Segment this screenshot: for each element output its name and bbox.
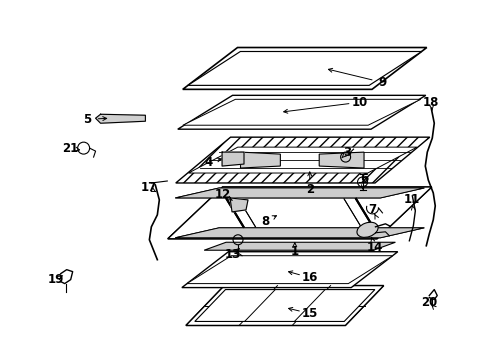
Text: 10: 10 bbox=[351, 96, 367, 109]
Polygon shape bbox=[222, 152, 244, 166]
Polygon shape bbox=[240, 152, 280, 168]
Polygon shape bbox=[194, 289, 374, 321]
Text: 7: 7 bbox=[367, 203, 376, 216]
Text: 13: 13 bbox=[224, 248, 241, 261]
Text: 11: 11 bbox=[403, 193, 419, 206]
Ellipse shape bbox=[356, 222, 377, 237]
Polygon shape bbox=[203, 242, 395, 250]
Polygon shape bbox=[229, 198, 247, 212]
Polygon shape bbox=[185, 285, 383, 325]
Text: 1: 1 bbox=[290, 245, 298, 258]
Text: 19: 19 bbox=[47, 273, 64, 286]
Polygon shape bbox=[187, 51, 421, 85]
Polygon shape bbox=[188, 147, 416, 173]
Polygon shape bbox=[182, 252, 397, 288]
Polygon shape bbox=[175, 228, 424, 238]
Text: 15: 15 bbox=[301, 307, 317, 320]
Text: 14: 14 bbox=[366, 241, 382, 254]
Polygon shape bbox=[95, 114, 145, 123]
Polygon shape bbox=[178, 95, 425, 129]
Text: 6: 6 bbox=[360, 171, 368, 185]
Text: 17: 17 bbox=[140, 181, 156, 194]
Polygon shape bbox=[183, 48, 426, 89]
Polygon shape bbox=[183, 99, 420, 125]
Text: 8: 8 bbox=[260, 215, 268, 228]
Text: 3: 3 bbox=[343, 145, 351, 159]
Polygon shape bbox=[186, 256, 392, 284]
Polygon shape bbox=[319, 152, 363, 168]
Text: 21: 21 bbox=[62, 141, 79, 155]
Text: 2: 2 bbox=[305, 184, 313, 197]
Text: 5: 5 bbox=[83, 113, 92, 126]
Text: 9: 9 bbox=[378, 76, 386, 89]
Text: 16: 16 bbox=[301, 271, 317, 284]
Polygon shape bbox=[175, 188, 424, 198]
Polygon shape bbox=[175, 137, 429, 183]
Polygon shape bbox=[167, 187, 431, 239]
Text: 20: 20 bbox=[420, 296, 436, 309]
Text: 18: 18 bbox=[422, 96, 439, 109]
Text: 12: 12 bbox=[215, 188, 231, 202]
Text: 4: 4 bbox=[203, 156, 212, 168]
Polygon shape bbox=[167, 187, 431, 239]
Polygon shape bbox=[175, 228, 424, 238]
Polygon shape bbox=[185, 285, 383, 325]
Polygon shape bbox=[175, 188, 424, 198]
